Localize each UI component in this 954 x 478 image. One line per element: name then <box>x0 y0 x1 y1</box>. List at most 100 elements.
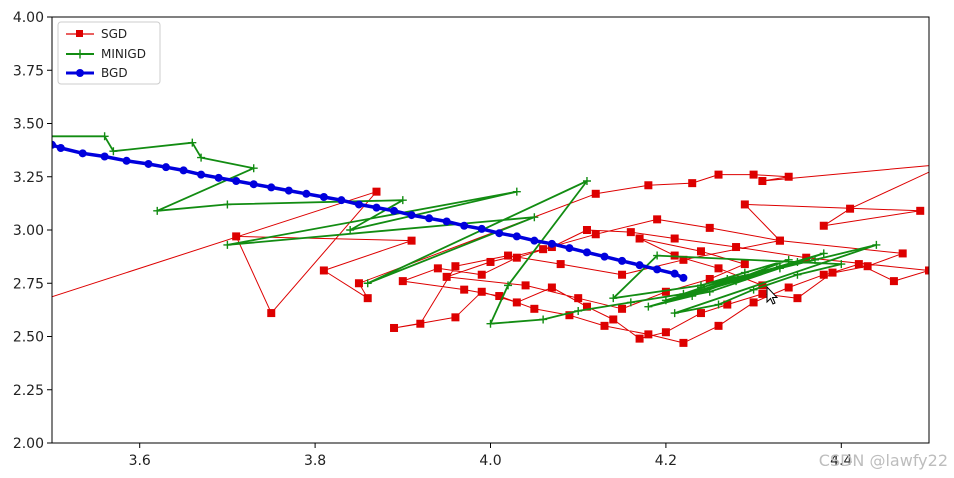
data-point-minigd <box>705 287 714 296</box>
data-point-minigd <box>0 132 3 140</box>
data-point-minigd <box>100 132 109 141</box>
data-point-sgd <box>740 260 749 269</box>
data-point-sgd <box>591 230 600 239</box>
data-point-sgd <box>442 272 451 281</box>
data-point-sgd <box>679 338 688 347</box>
data-point-sgd <box>565 311 574 320</box>
series-bgd <box>52 140 688 282</box>
data-point-minigd <box>512 187 521 196</box>
data-point-sgd <box>784 283 793 292</box>
data-point-minigd <box>539 315 548 324</box>
y-tick-label: 2.75 <box>13 276 44 292</box>
data-point-minigd <box>574 306 583 315</box>
data-point-sgd <box>232 232 241 241</box>
data-point-sgd <box>372 187 381 196</box>
legend-sgd-label: SGD <box>101 27 127 41</box>
data-point-sgd <box>319 266 328 275</box>
x-tick-label: 3.8 <box>304 453 326 469</box>
data-point-bgd <box>214 173 223 182</box>
data-point-sgd <box>714 321 723 330</box>
data-point-bgd <box>354 200 363 209</box>
data-point-minigd <box>363 279 372 288</box>
data-point-sgd <box>705 223 714 232</box>
data-point-sgd <box>635 334 644 343</box>
data-point-sgd <box>4 307 12 315</box>
data-point-minigd <box>486 319 495 328</box>
data-point-sgd <box>679 255 688 264</box>
series-line-sgd <box>52 165 929 344</box>
data-point-sgd <box>486 257 495 266</box>
data-point-bgd <box>284 186 293 195</box>
data-point-bgd <box>582 248 591 257</box>
series-line-minigd <box>52 135 878 325</box>
data-point-minigd <box>609 294 618 303</box>
data-point-sgd <box>819 221 828 230</box>
data-point-sgd <box>793 294 802 303</box>
data-point-bgd <box>249 180 258 189</box>
legend-sgd-marker <box>76 30 83 37</box>
y-tick-label: 4.00 <box>13 10 44 26</box>
data-point-minigd <box>749 285 758 294</box>
data-point-bgd <box>530 236 539 245</box>
data-point-sgd <box>705 274 714 283</box>
series-sgd <box>4 165 929 347</box>
data-point-sgd <box>661 287 670 296</box>
data-point-sgd <box>609 315 618 324</box>
data-point-bgd <box>122 156 131 165</box>
data-point-sgd <box>688 179 697 188</box>
data-point-sgd <box>390 323 399 332</box>
data-point-sgd <box>354 279 363 288</box>
data-point-sgd <box>925 266 929 275</box>
legend-bgd-marker <box>76 69 84 77</box>
data-point-sgd <box>819 270 828 279</box>
data-point-sgd <box>732 243 741 252</box>
axes-layer: 3.6 3.8 4.0 4.2 4.4 2.00 2.25 2.50 2.75 3.00 3.25 3… <box>13 10 930 469</box>
data-point-sgd <box>784 172 793 181</box>
data-point-bgd <box>477 224 486 233</box>
data-point-minigd <box>626 298 635 307</box>
data-point-minigd <box>530 213 539 222</box>
data-point-bgd <box>670 269 679 278</box>
data-point-minigd <box>819 249 828 258</box>
data-point-sgd <box>539 245 548 254</box>
data-point-sgd <box>618 270 627 279</box>
data-point-minigd <box>732 277 741 286</box>
data-point-sgd <box>460 285 469 294</box>
data-point-sgd <box>582 302 591 311</box>
data-point-bgd <box>232 177 241 186</box>
data-point-minigd <box>249 164 258 173</box>
data-point-sgd <box>644 181 653 190</box>
y-tick-label: 3.50 <box>13 117 44 133</box>
data-point-sgd <box>512 298 521 307</box>
watermark: CSDN @lawfy22 <box>818 451 948 470</box>
data-point-bgd <box>565 244 574 253</box>
data-point-minigd <box>188 138 197 147</box>
data-point-minigd <box>784 255 793 264</box>
data-point-sgd <box>854 260 863 269</box>
data-point-bgd <box>679 273 688 282</box>
data-point-bgd <box>653 265 662 274</box>
data-point-bgd <box>52 140 56 149</box>
x-tick-label: 4.4 <box>830 453 852 469</box>
data-point-sgd <box>512 253 521 262</box>
data-point-bgd <box>162 163 171 172</box>
data-point-sgd <box>916 206 925 215</box>
data-point-sgd <box>433 264 442 273</box>
legend-frame <box>57 21 161 85</box>
legend: SGD MINIGD BGD <box>57 21 161 85</box>
data-point-minigd <box>653 251 662 260</box>
data-point-sgd <box>600 321 609 330</box>
legend-minigd-label: MINIGD <box>101 47 146 61</box>
data-point-bgd <box>337 196 346 205</box>
data-point-minigd <box>793 257 802 266</box>
data-point-sgd <box>863 262 872 271</box>
data-point-sgd <box>556 260 565 269</box>
data-point-sgd <box>635 234 644 243</box>
data-point-bgd <box>600 252 609 261</box>
data-point-minigd <box>504 281 513 290</box>
y-tick-label: 2.25 <box>13 383 44 399</box>
data-point-bgd <box>495 229 504 238</box>
y-tick-label: 2.00 <box>13 436 44 452</box>
data-point-bgd <box>460 221 469 230</box>
